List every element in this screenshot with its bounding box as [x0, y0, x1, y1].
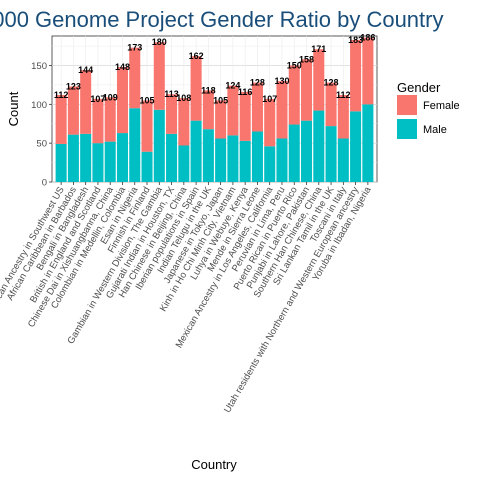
bar-male [92, 143, 104, 182]
total-label: 105 [140, 95, 155, 105]
y-tick-label: 150 [31, 61, 47, 72]
bar-male [190, 120, 202, 182]
bar-male [153, 109, 165, 182]
bar-male [129, 108, 141, 182]
bar-female [337, 95, 349, 139]
bar-female [362, 37, 374, 105]
bar-male [350, 111, 362, 182]
bar-female [288, 65, 300, 125]
bar-female [276, 81, 288, 139]
total-label: 144 [78, 65, 93, 75]
bar-male [67, 134, 79, 182]
bar-female [67, 86, 79, 135]
bars [55, 37, 374, 182]
bar-female [129, 47, 141, 109]
total-label: 123 [66, 81, 81, 91]
total-label: 150 [287, 61, 302, 71]
bar-female [313, 49, 325, 111]
y-tick-label: 50 [36, 139, 47, 150]
total-label: 118 [201, 85, 216, 95]
total-label: 171 [311, 44, 326, 54]
total-label: 109 [103, 92, 118, 102]
bar-male [300, 120, 313, 182]
bar-female [325, 82, 337, 127]
bar-female [116, 67, 129, 134]
legend-swatch [397, 95, 417, 115]
total-label: 112 [336, 90, 351, 100]
bar-female [153, 42, 165, 110]
bar-male [276, 138, 288, 182]
total-label: 116 [238, 87, 253, 97]
bar-female [215, 100, 227, 139]
total-labels: 1121231441071091481731051801131081621181… [54, 33, 376, 106]
total-label: 113 [164, 89, 179, 99]
total-label: 183 [348, 35, 363, 45]
bar-female [80, 70, 92, 134]
bar-female [178, 98, 190, 146]
legend-swatch [397, 119, 417, 139]
bar-female [202, 90, 214, 130]
bar-male [178, 145, 190, 182]
total-label: 107 [90, 94, 105, 104]
bar-male [227, 135, 239, 182]
total-label: 130 [274, 76, 289, 86]
bar-female [104, 97, 116, 142]
legend-label: Female [423, 100, 460, 112]
total-label: 162 [189, 51, 204, 61]
bar-male [215, 138, 227, 182]
bar-female [239, 91, 251, 141]
bar-female [300, 59, 313, 121]
x-axis: African Ancestry in Southwest USAfrican … [0, 182, 374, 415]
bar-male [239, 140, 251, 182]
bar-female [350, 39, 362, 112]
legend: Gender Female Male [397, 80, 460, 139]
total-label: 186 [360, 33, 375, 43]
chart-title: 1000 Genome Project Gender Ratio by Coun… [0, 7, 443, 32]
bar-male [337, 138, 349, 182]
legend-label: Male [423, 124, 447, 136]
bar-female [166, 94, 178, 134]
x-axis-title: Country [191, 457, 237, 472]
bar-male [202, 129, 214, 182]
y-tick-label: 100 [31, 100, 47, 111]
bar-female [141, 100, 153, 152]
bar-male [141, 151, 153, 182]
total-label: 128 [324, 78, 339, 88]
bar-male [104, 141, 116, 182]
total-label: 108 [176, 93, 191, 103]
bar-male [55, 143, 67, 182]
bar-male [325, 126, 337, 182]
bar-female [264, 98, 276, 147]
y-axis-title: Count [6, 91, 21, 126]
bar-female [190, 56, 202, 121]
bar-male [313, 110, 325, 182]
bar-male [288, 124, 300, 182]
y-tick-label: 0 [42, 178, 47, 189]
total-label: 105 [213, 95, 228, 105]
total-label: 173 [127, 43, 142, 53]
bar-male [362, 104, 374, 182]
total-label: 124 [225, 81, 240, 91]
bar-male [166, 133, 178, 182]
bar-female [92, 98, 104, 144]
total-label: 148 [115, 62, 130, 72]
total-label: 112 [54, 90, 69, 100]
total-label: 128 [250, 78, 265, 88]
bar-male [116, 133, 129, 182]
bar-male [264, 146, 276, 182]
total-label: 180 [152, 37, 167, 47]
legend-title: Gender [397, 80, 441, 95]
bar-female [227, 85, 239, 136]
total-label: 107 [262, 94, 277, 104]
bar-female [55, 95, 67, 144]
total-label: 158 [299, 54, 314, 64]
bar-female [251, 82, 263, 132]
bar-male [251, 131, 263, 182]
y-axis: 0 50 100 150 [31, 61, 52, 189]
bar-male [80, 133, 92, 182]
